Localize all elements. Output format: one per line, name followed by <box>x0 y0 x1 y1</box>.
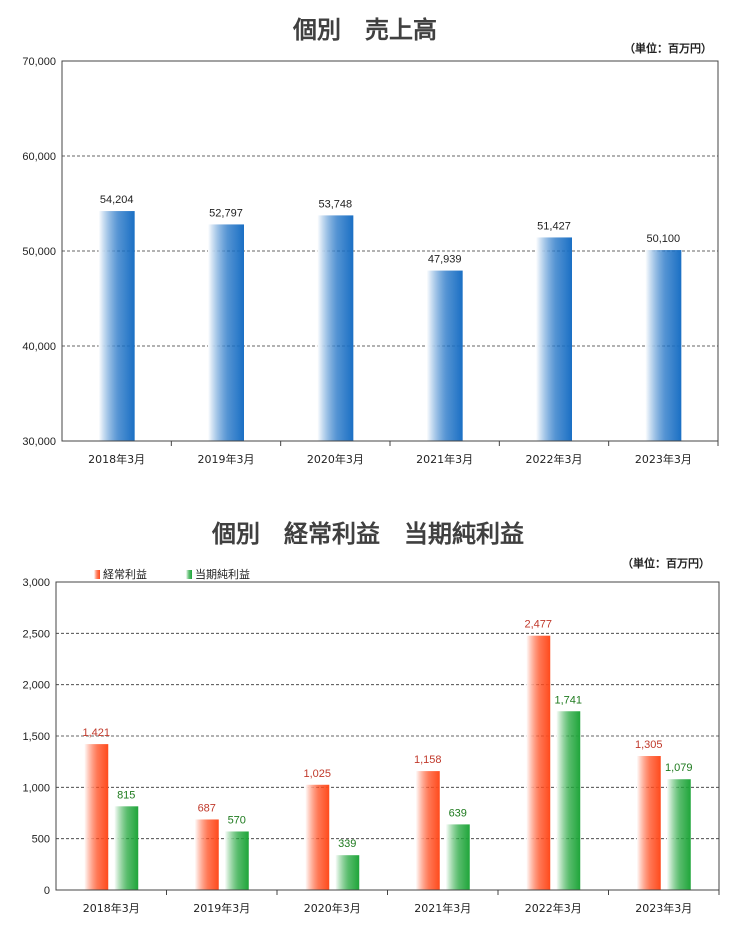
bar <box>536 237 572 441</box>
profit-chart-grid <box>56 632 719 840</box>
x-tick-label: 2021年3月 <box>416 452 473 466</box>
x-tick-label: 2018年3月 <box>88 452 145 466</box>
data-label: 1,305 <box>635 739 663 751</box>
profit-chart-data-labels: 1,421 687 1,025 1,158 2,477 1,305 815 570 339 639… <box>82 619 692 851</box>
data-label: 51,427 <box>537 220 571 232</box>
profit-chart-y-axis: 0 500 1,000 1,500 2,000 2,500 3,000 <box>22 577 50 897</box>
sales-chart-title: 個別 売上高 <box>292 16 437 44</box>
data-label: 639 <box>449 807 467 819</box>
legend-swatch <box>94 570 100 579</box>
plot-area <box>61 60 719 442</box>
y-tick-label: 1,000 <box>22 782 50 794</box>
bar <box>426 270 463 441</box>
bar <box>114 806 139 890</box>
y-tick-label: 40,000 <box>22 341 56 353</box>
x-tick-label: 2018年3月 <box>83 901 140 915</box>
profit-chart-bars <box>84 635 691 890</box>
data-label: 53,748 <box>319 198 353 210</box>
data-label: 1,025 <box>303 768 331 780</box>
y-tick-label: 2,500 <box>22 628 50 640</box>
bar <box>305 784 330 890</box>
data-label: 1,079 <box>665 762 693 774</box>
legend-label: 経常利益 <box>103 567 147 581</box>
data-label: 815 <box>117 789 135 801</box>
data-label: 687 <box>198 802 216 814</box>
y-tick-label: 50,000 <box>22 246 56 258</box>
bar <box>224 831 249 890</box>
data-label: 52,797 <box>209 207 243 219</box>
y-tick-label: 500 <box>32 834 50 846</box>
bar <box>556 711 581 890</box>
data-label: 47,939 <box>428 254 462 266</box>
y-tick-label: 0 <box>44 885 50 897</box>
x-tick-label: 2022年3月 <box>525 901 582 915</box>
data-label: 570 <box>228 814 246 826</box>
profit-chart-legend: 経常利益 当期純利益 <box>94 567 250 581</box>
bar <box>666 779 691 890</box>
data-label: 1,158 <box>414 754 442 766</box>
x-tick-label: 2020年3月 <box>307 452 364 466</box>
bar <box>335 855 360 890</box>
y-tick-label: 2,000 <box>22 680 50 692</box>
bar <box>526 635 551 890</box>
profit-chart-title: 個別 経常利益 当期純利益 <box>211 520 524 548</box>
sales-chart-data-labels: 54,204 52,797 53,748 47,939 51,427 50,100 <box>100 194 680 266</box>
sales-chart-bars <box>98 211 682 441</box>
bar <box>194 819 219 890</box>
x-tick-label: 2021年3月 <box>414 901 471 915</box>
data-label: 50,100 <box>647 233 681 245</box>
y-tick-label: 1,500 <box>22 731 50 743</box>
data-label: 1,421 <box>82 727 110 739</box>
y-tick-label: 3,000 <box>22 577 50 589</box>
y-tick-label: 60,000 <box>22 151 56 163</box>
sales-chart: 個別 売上高 （単位：百万円） 30,000 40,000 50,000 60,000… <box>22 16 719 466</box>
sales-chart-y-axis: 30,000 40,000 50,000 60,000 70,000 <box>22 56 56 448</box>
x-tick-label: 2023年3月 <box>635 452 692 466</box>
bar <box>415 771 440 890</box>
sales-chart-grid <box>62 155 718 347</box>
profit-chart-x-axis: 2018年3月 2019年3月 2020年3月 2021年3月 2022年3月 2023年… <box>83 890 720 915</box>
bar <box>317 215 354 441</box>
x-tick-label: 2019年3月 <box>193 901 250 915</box>
profit-chart: 個別 経常利益 当期純利益 （単位：百万円） 経常利益 当期純利益 0 500 1,0… <box>22 520 720 915</box>
legend-label: 当期純利益 <box>195 567 250 581</box>
x-tick-label: 2022年3月 <box>526 452 583 466</box>
bar <box>445 824 470 890</box>
bar <box>645 250 682 441</box>
bar <box>208 224 244 441</box>
data-label: 339 <box>338 838 356 850</box>
data-label: 54,204 <box>100 194 134 206</box>
plot-area <box>55 581 720 891</box>
sales-chart-x-axis: 2018年3月 2019年3月 2020年3月 2021年3月 2022年3月 2023年… <box>88 441 719 466</box>
bar <box>636 756 661 890</box>
legend-swatch <box>186 570 192 579</box>
data-label: 1,741 <box>554 694 582 706</box>
data-label: 2,477 <box>524 619 552 631</box>
x-tick-label: 2023年3月 <box>635 901 692 915</box>
x-tick-label: 2020年3月 <box>304 901 361 915</box>
sales-chart-unit: （単位：百万円） <box>624 41 712 55</box>
profit-chart-unit: （単位：百万円） <box>622 556 710 570</box>
bar <box>98 211 135 441</box>
y-tick-label: 30,000 <box>22 436 56 448</box>
y-tick-label: 70,000 <box>22 56 56 68</box>
bar <box>84 744 109 890</box>
x-tick-label: 2019年3月 <box>198 452 255 466</box>
